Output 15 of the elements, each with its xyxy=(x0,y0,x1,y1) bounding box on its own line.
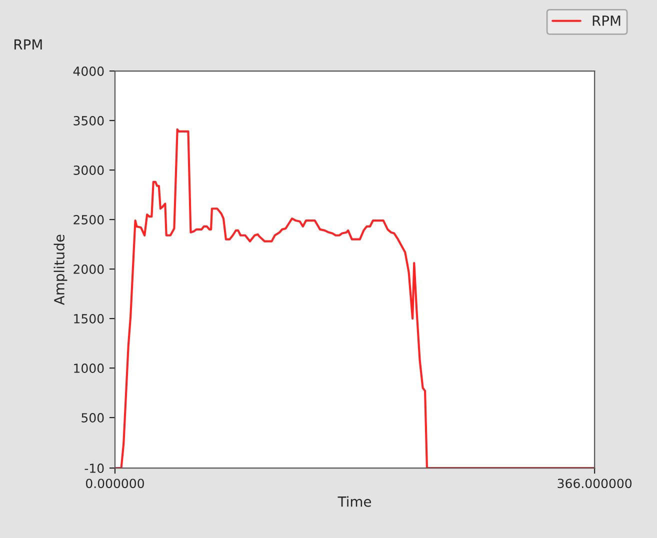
x-tick-label: 366.000000 xyxy=(558,478,632,488)
x-tick-label: 0.000000 xyxy=(86,478,144,488)
y-tick-label: 2000 xyxy=(74,264,104,274)
y-tick-label: 3000 xyxy=(74,166,104,175)
x-axis-title: Time xyxy=(338,496,372,507)
y-tick-label: 1000 xyxy=(74,364,104,373)
chart-title: RPM xyxy=(14,39,42,50)
y-tick-label: 500 xyxy=(82,413,104,422)
y-tick-label: 1500 xyxy=(74,314,104,324)
y-axis-title: Amplitude xyxy=(54,234,68,306)
y-tick-label: 2500 xyxy=(74,215,104,224)
y-tick-label: -10 xyxy=(84,464,104,473)
y-tick-label: 4000 xyxy=(73,66,104,76)
y-tick-label: 3500 xyxy=(74,116,104,126)
legend-label: RPM xyxy=(592,16,620,26)
